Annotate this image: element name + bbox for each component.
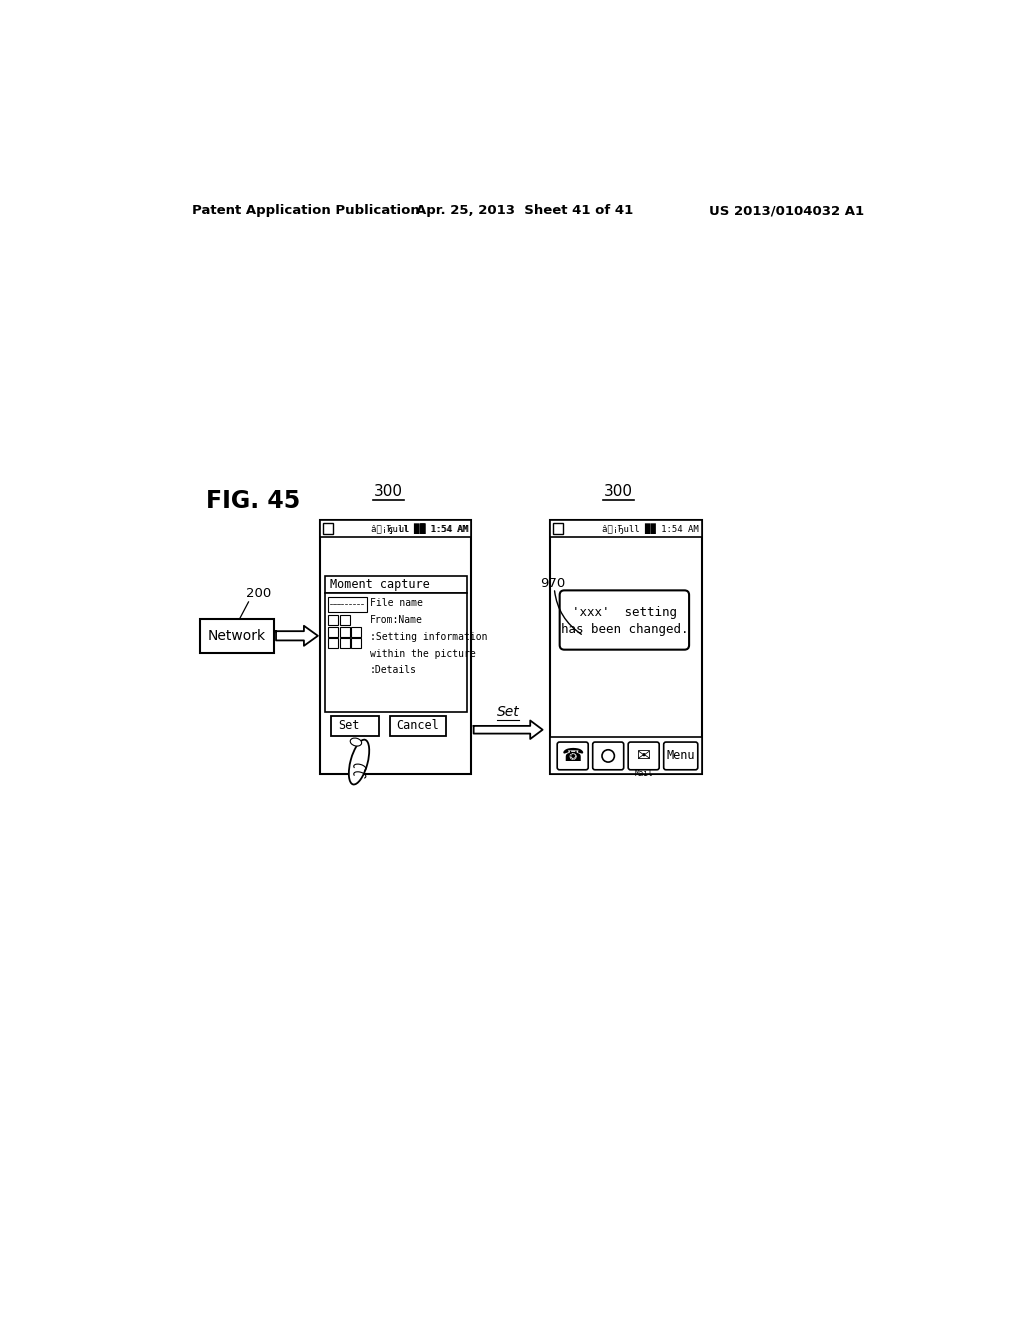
Text: ☎: ☎: [561, 747, 584, 764]
FancyBboxPatch shape: [560, 590, 689, 649]
Text: has been changed.: has been changed.: [560, 623, 688, 636]
Text: Moment capture: Moment capture: [330, 578, 429, 591]
Text: 200: 200: [246, 586, 271, 599]
Bar: [390, 715, 445, 737]
Text: within the picture: within the picture: [370, 648, 475, 659]
Bar: [553, 524, 563, 535]
Bar: [351, 627, 361, 636]
Bar: [550, 738, 701, 775]
Bar: [328, 638, 338, 648]
Text: â¡Ђull ██ 1:54 AM: â¡Ђull ██ 1:54 AM: [372, 524, 468, 535]
Text: Set: Set: [339, 719, 360, 733]
Text: 970: 970: [541, 577, 565, 590]
Text: Network: Network: [208, 628, 266, 643]
Text: â¡Ђull ██ 1:54 AM: â¡Ђull ██ 1:54 AM: [602, 524, 698, 535]
Bar: [321, 520, 471, 537]
Text: :Setting information: :Setting information: [370, 631, 487, 642]
FancyBboxPatch shape: [628, 742, 659, 770]
Text: Mail: Mail: [635, 770, 653, 777]
Text: Patent Application Publication: Patent Application Publication: [191, 205, 419, 218]
FancyBboxPatch shape: [664, 742, 697, 770]
FancyBboxPatch shape: [593, 742, 624, 770]
Polygon shape: [276, 626, 317, 645]
Ellipse shape: [349, 739, 370, 784]
Text: Apr. 25, 2013  Sheet 41 of 41: Apr. 25, 2013 Sheet 41 of 41: [416, 205, 634, 218]
Bar: [328, 627, 338, 636]
Text: 300: 300: [604, 483, 633, 499]
Text: US 2013/0104032 A1: US 2013/0104032 A1: [710, 205, 864, 218]
Bar: [331, 715, 379, 737]
Text: File name: File name: [370, 598, 423, 607]
Text: From:Name: From:Name: [370, 615, 423, 624]
Bar: [200, 619, 273, 653]
Text: :Details: :Details: [370, 665, 417, 676]
Bar: [550, 520, 701, 775]
Text: 300: 300: [374, 483, 402, 499]
Bar: [351, 638, 361, 648]
FancyBboxPatch shape: [557, 742, 588, 770]
Bar: [340, 627, 349, 636]
Ellipse shape: [350, 738, 361, 746]
Circle shape: [602, 750, 614, 762]
Text: Cancel: Cancel: [396, 719, 439, 733]
Bar: [328, 615, 338, 626]
Bar: [325, 593, 467, 711]
Polygon shape: [474, 721, 543, 739]
Text: ç.ul  █ 1:54 AM: ç.ul █ 1:54 AM: [388, 524, 468, 535]
Text: ✉: ✉: [637, 747, 650, 764]
Bar: [325, 576, 467, 593]
Bar: [323, 524, 333, 535]
Bar: [550, 520, 701, 537]
Bar: [328, 597, 367, 612]
Text: Menu: Menu: [667, 750, 695, 763]
Bar: [340, 638, 349, 648]
Text: 'xxx'  setting: 'xxx' setting: [571, 606, 677, 619]
Text: Set: Set: [497, 705, 519, 719]
Bar: [340, 615, 349, 626]
Bar: [321, 520, 471, 775]
Text: FIG. 45: FIG. 45: [206, 490, 300, 513]
